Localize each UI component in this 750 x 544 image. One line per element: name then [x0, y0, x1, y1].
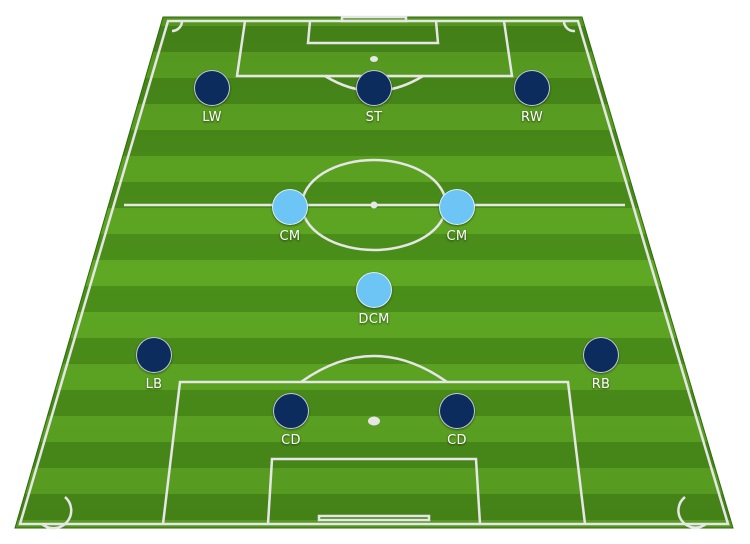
bottom-penalty-area [161, 380, 587, 525]
player-token[interactable] [514, 70, 550, 106]
player-token[interactable] [439, 189, 475, 225]
touchline [18, 19, 730, 526]
player-position-label: CD [281, 433, 301, 448]
player-position-label: RW [521, 110, 543, 125]
player-token[interactable] [273, 393, 309, 429]
corner-arc-bottom-left [41, 496, 73, 530]
centre-spot [370, 201, 378, 209]
corner-arc-top-right [562, 20, 576, 33]
bottom-goal-area [266, 457, 482, 525]
player-position-label: CD [447, 433, 467, 448]
top-penalty-spot [370, 56, 378, 62]
player-token[interactable] [356, 272, 392, 308]
top-goal [340, 15, 408, 23]
corner-arc-bottom-right [677, 496, 707, 529]
bottom-penalty-arc [300, 354, 448, 384]
bottom-penalty-spot [368, 416, 380, 426]
player-token[interactable] [136, 337, 172, 373]
bottom-goal [317, 514, 431, 522]
player-position-label: RB [591, 377, 611, 392]
pitch-spots [368, 56, 380, 426]
player-position-label: CM [279, 229, 301, 244]
player-position-label: LB [145, 377, 163, 392]
player-position-label: ST [365, 110, 383, 125]
top-goal-area [306, 20, 440, 45]
player-position-label: CM [446, 229, 468, 244]
player-position-label: LW [202, 110, 222, 125]
corner-arc-top-left [171, 20, 184, 33]
player-token[interactable] [583, 337, 619, 373]
player-token[interactable] [194, 70, 230, 106]
player-token[interactable] [439, 393, 475, 429]
player-token[interactable] [356, 70, 392, 106]
player-position-label: DCM [358, 312, 390, 327]
player-token[interactable] [272, 189, 308, 225]
